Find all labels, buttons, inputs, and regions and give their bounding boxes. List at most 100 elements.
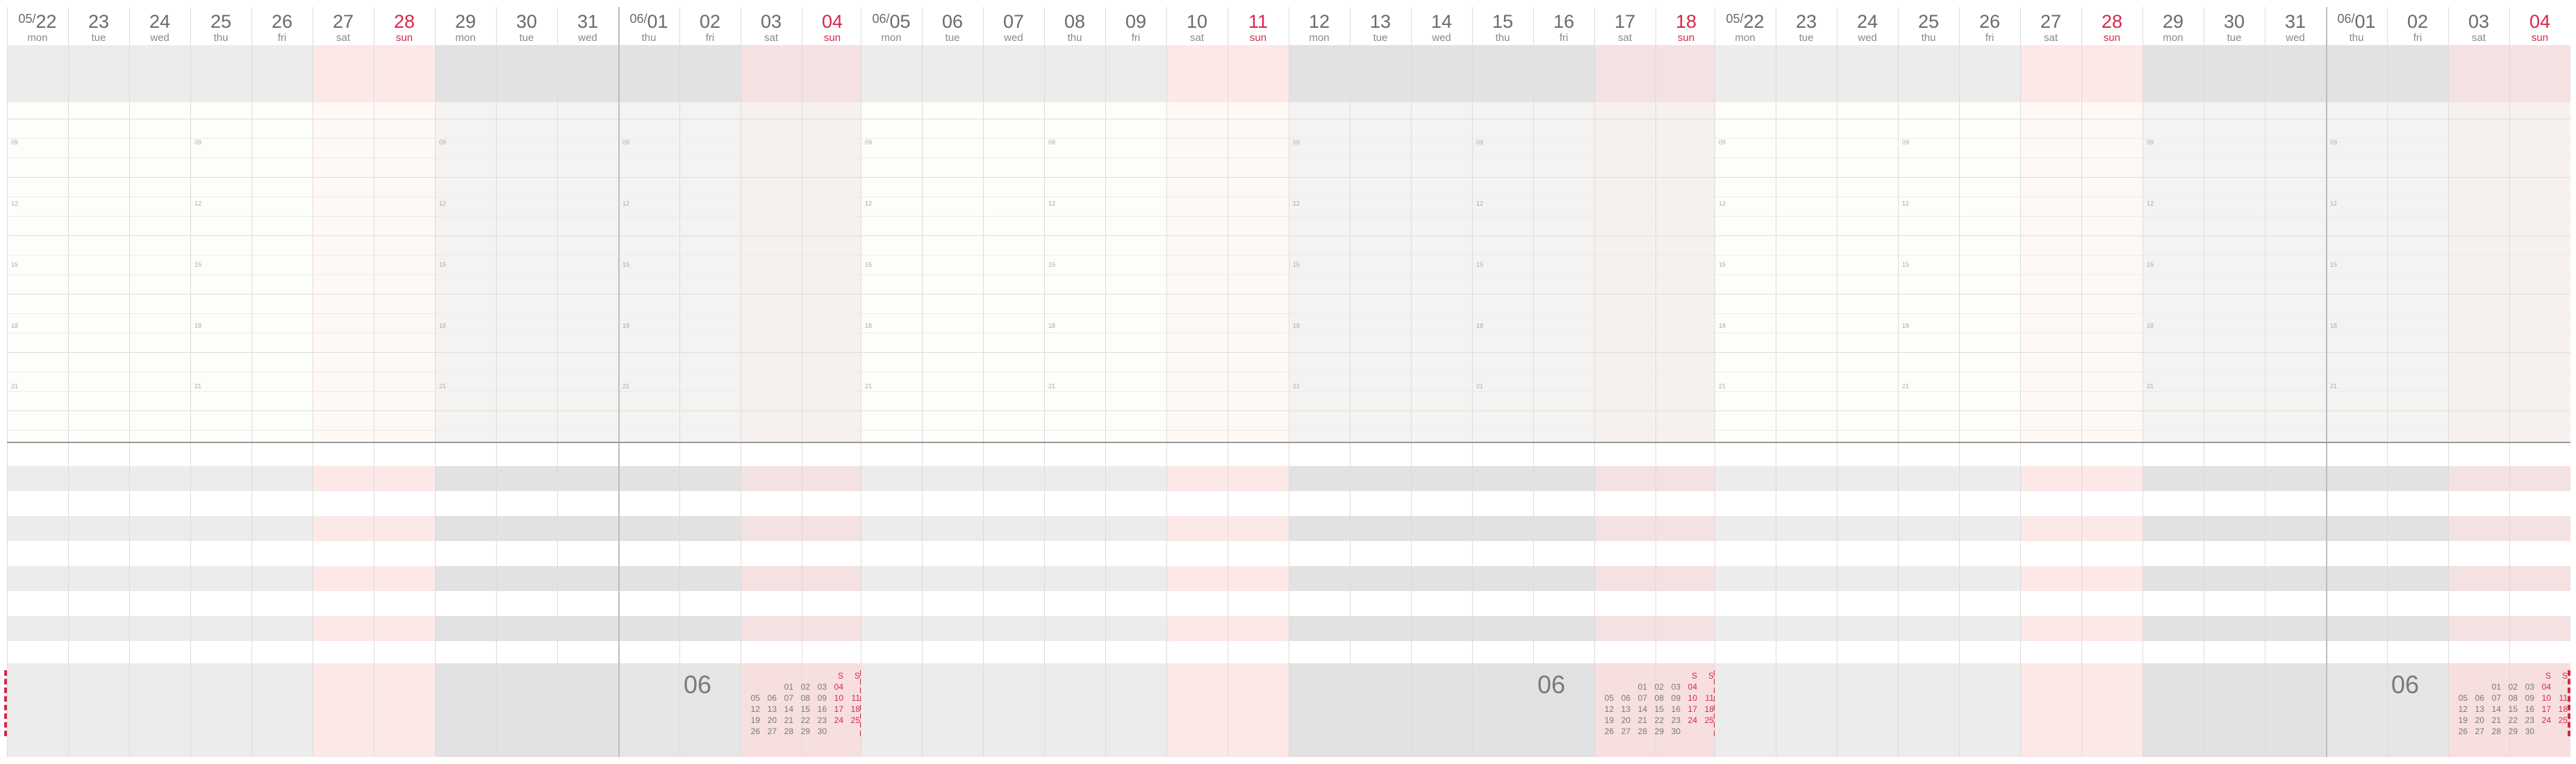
task-row[interactable] <box>435 616 496 641</box>
task-row[interactable] <box>1656 616 1717 641</box>
task-row[interactable] <box>861 616 922 641</box>
task-row[interactable] <box>1411 466 1472 491</box>
task-row[interactable] <box>313 466 374 491</box>
timeline-cell[interactable] <box>1594 102 1656 442</box>
task-row[interactable] <box>1166 566 1228 591</box>
all-day-cell[interactable] <box>1411 45 1472 102</box>
task-row[interactable] <box>7 566 68 591</box>
task-row[interactable] <box>129 516 190 541</box>
notes-cell[interactable] <box>922 663 983 757</box>
task-row[interactable] <box>7 466 68 491</box>
day-column[interactable]: 24 wed <box>1837 7 1898 757</box>
all-day-cell[interactable] <box>251 45 313 102</box>
timeline-cell[interactable] <box>374 102 435 442</box>
task-row[interactable] <box>1776 466 1837 491</box>
task-row[interactable] <box>313 616 374 641</box>
task-row[interactable] <box>1594 466 1656 491</box>
task-row[interactable] <box>1715 616 1776 641</box>
notes-cell[interactable] <box>802 663 863 757</box>
task-row[interactable] <box>1350 516 1411 541</box>
task-row[interactable] <box>922 466 983 491</box>
task-row[interactable] <box>741 566 802 591</box>
task-row[interactable] <box>557 466 618 491</box>
timeline-cell[interactable] <box>68 102 129 442</box>
task-row[interactable] <box>1105 466 1166 491</box>
timeline-cell[interactable] <box>861 102 922 442</box>
timeline-cell[interactable] <box>618 102 679 442</box>
task-row[interactable] <box>1289 566 1350 591</box>
task-row[interactable] <box>190 516 251 541</box>
all-day-cell[interactable] <box>679 45 741 102</box>
timeline-cell[interactable] <box>557 102 618 442</box>
timeline-cell[interactable] <box>1350 102 1411 442</box>
all-day-cell[interactable] <box>922 45 983 102</box>
notes-cell[interactable] <box>1472 663 1533 757</box>
notes-cell[interactable] <box>1411 663 1472 757</box>
notes-cell[interactable] <box>1166 663 1228 757</box>
task-row[interactable] <box>741 516 802 541</box>
all-day-cell[interactable] <box>1533 45 1594 102</box>
task-row[interactable] <box>496 566 557 591</box>
day-column[interactable]: 31 wed <box>2265 7 2326 757</box>
task-row[interactable] <box>1350 566 1411 591</box>
timeline-cell[interactable] <box>129 102 190 442</box>
all-day-cell[interactable] <box>1228 45 1289 102</box>
day-column[interactable]: 02 fri <box>679 7 741 757</box>
timeline-cell[interactable] <box>1411 102 1472 442</box>
day-column[interactable]: 10 sat <box>1166 7 1228 757</box>
task-row[interactable] <box>1166 466 1228 491</box>
all-day-cell[interactable] <box>1166 45 1228 102</box>
task-row[interactable] <box>1044 516 1105 541</box>
task-row[interactable] <box>861 516 922 541</box>
day-column[interactable]: 12 mon 09 12 15 18 21 <box>1289 7 1350 757</box>
day-column[interactable]: 16 fri <box>1533 7 1594 757</box>
all-day-cell[interactable] <box>1350 45 1411 102</box>
task-row[interactable] <box>68 466 129 491</box>
task-row[interactable] <box>435 466 496 491</box>
day-column[interactable]: 28 sun <box>2081 7 2142 757</box>
task-row[interactable] <box>251 616 313 641</box>
timeline-cell[interactable] <box>1289 102 1350 442</box>
day-column[interactable]: 08 thu 09 12 15 18 21 <box>1044 7 1105 757</box>
day-column[interactable]: 14 wed <box>1411 7 1472 757</box>
task-row[interactable] <box>1289 466 1350 491</box>
all-day-cell[interactable] <box>802 45 863 102</box>
all-day-cell[interactable] <box>1594 45 1656 102</box>
day-column[interactable]: 06/01 thu 09 12 15 18 21 <box>2326 7 2387 757</box>
timeline-cell[interactable] <box>313 102 374 442</box>
task-row[interactable] <box>1044 616 1105 641</box>
task-row[interactable] <box>374 616 435 641</box>
notes-cell[interactable] <box>618 663 679 757</box>
notes-cell[interactable] <box>1594 663 1656 757</box>
timeline-cell[interactable] <box>1715 102 1776 442</box>
task-row[interactable] <box>1715 516 1776 541</box>
task-row[interactable] <box>802 516 863 541</box>
task-row[interactable] <box>1228 516 1289 541</box>
task-row[interactable] <box>129 616 190 641</box>
day-column[interactable]: 27 sat <box>313 7 374 757</box>
task-row[interactable] <box>618 466 679 491</box>
day-column[interactable]: 30 tue <box>496 7 557 757</box>
notes-cell[interactable] <box>1715 663 1776 757</box>
all-day-cell[interactable] <box>741 45 802 102</box>
task-row[interactable] <box>1105 616 1166 641</box>
day-column[interactable]: 30 tue <box>2204 7 2265 757</box>
day-column[interactable]: 05/22 mon 09 12 15 18 21 <box>7 7 68 757</box>
day-column[interactable]: 29 mon 09 12 15 18 21 <box>435 7 496 757</box>
timeline-cell[interactable] <box>1776 102 1837 442</box>
day-column[interactable]: 23 tue <box>68 7 129 757</box>
all-day-cell[interactable] <box>496 45 557 102</box>
all-day-cell[interactable] <box>618 45 679 102</box>
all-day-cell[interactable] <box>1105 45 1166 102</box>
day-column[interactable]: 15 thu 09 12 15 18 21 <box>1472 7 1533 757</box>
task-row[interactable] <box>1656 516 1717 541</box>
task-row[interactable] <box>251 566 313 591</box>
notes-cell[interactable] <box>7 663 68 757</box>
task-row[interactable] <box>741 466 802 491</box>
day-column[interactable]: 03 sat <box>2448 7 2509 757</box>
task-row[interactable] <box>1044 566 1105 591</box>
task-row[interactable] <box>741 616 802 641</box>
notes-cell[interactable] <box>68 663 129 757</box>
task-row[interactable] <box>802 466 863 491</box>
task-row[interactable] <box>618 566 679 591</box>
